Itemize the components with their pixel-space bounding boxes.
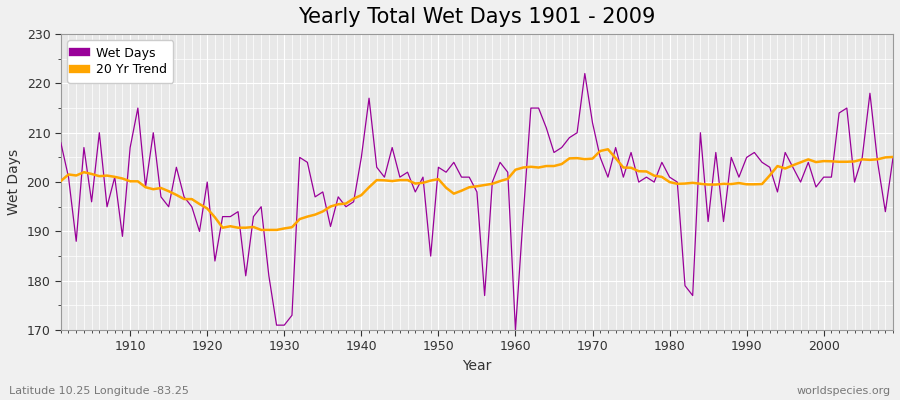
20 Yr Trend [618, 165, 629, 170]
20 Yr Trend [510, 167, 521, 172]
Wet Days [117, 234, 128, 239]
20 Yr Trend [602, 147, 613, 152]
20 Yr Trend [256, 228, 266, 232]
Title: Yearly Total Wet Days 1901 - 2009: Yearly Total Wet Days 1901 - 2009 [298, 7, 655, 27]
20 Yr Trend [56, 179, 67, 184]
Wet Days [618, 175, 629, 180]
Wet Days [518, 214, 528, 219]
20 Yr Trend [340, 201, 351, 206]
Text: Latitude 10.25 Longitude -83.25: Latitude 10.25 Longitude -83.25 [9, 386, 189, 396]
Y-axis label: Wet Days: Wet Days [7, 149, 21, 215]
Wet Days [510, 328, 521, 332]
Wet Days [580, 71, 590, 76]
20 Yr Trend [887, 154, 898, 159]
Legend: Wet Days, 20 Yr Trend: Wet Days, 20 Yr Trend [67, 40, 173, 82]
Wet Days [887, 155, 898, 160]
Line: Wet Days: Wet Days [61, 74, 893, 330]
Wet Days [286, 313, 297, 318]
Text: worldspecies.org: worldspecies.org [796, 386, 891, 396]
20 Yr Trend [117, 176, 128, 181]
Wet Days [333, 194, 344, 199]
Line: 20 Yr Trend: 20 Yr Trend [61, 149, 893, 230]
X-axis label: Year: Year [463, 359, 491, 373]
20 Yr Trend [294, 217, 305, 222]
Wet Days [56, 140, 67, 145]
Wet Days [502, 170, 513, 175]
20 Yr Trend [518, 165, 528, 170]
